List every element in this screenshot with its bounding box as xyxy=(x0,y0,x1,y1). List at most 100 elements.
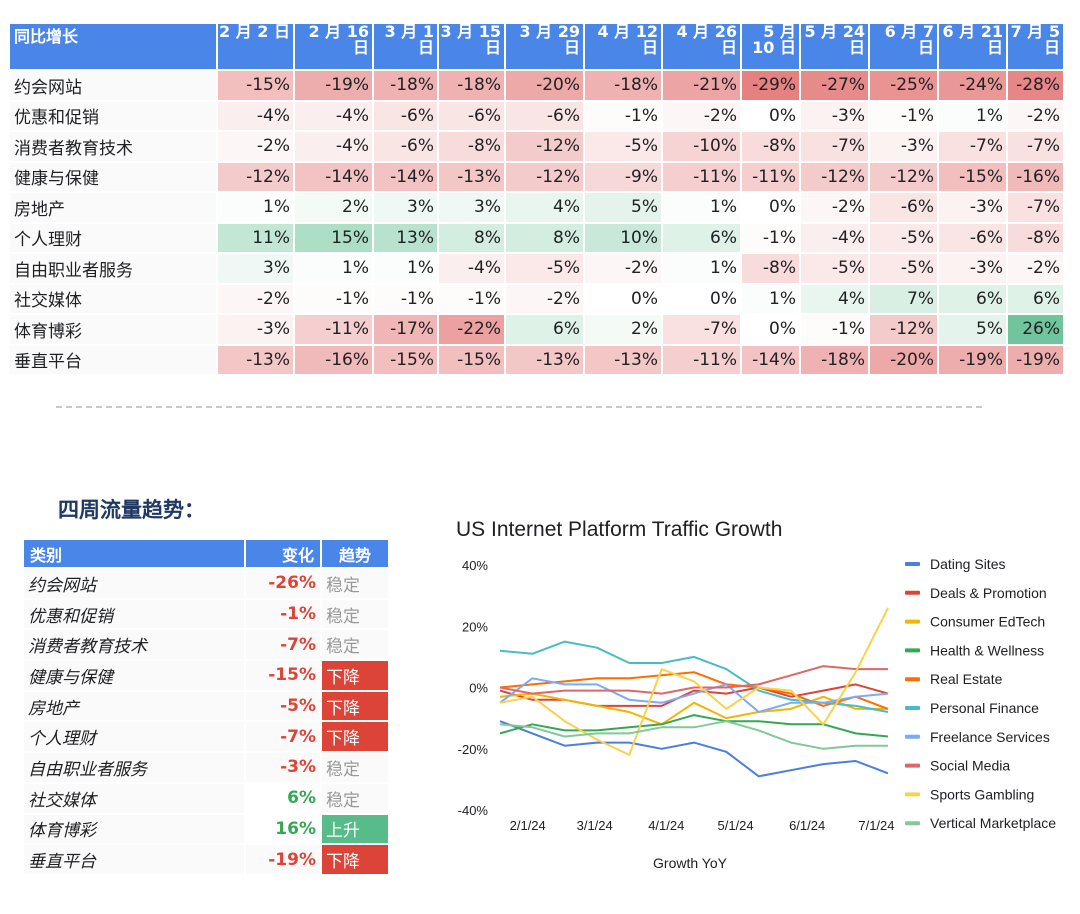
growth-cell: -5% xyxy=(506,254,583,283)
table-row: 约会网站 -15% -19% -18% -18% -20% -18% -21% -29% -27%… xyxy=(10,71,1063,100)
date-header: 2 月 16 日 xyxy=(295,24,372,69)
growth-cell: -2% xyxy=(585,254,661,283)
trend-header-trend: 趋势 xyxy=(322,540,388,567)
trend-change: 6% xyxy=(246,783,320,813)
series-line-sports-gambling xyxy=(499,607,889,756)
growth-cell: 1% xyxy=(295,254,372,283)
y-tick-label: 20% xyxy=(462,619,488,634)
growth-cell: 5% xyxy=(939,315,1006,344)
x-tick-label: 6/1/24 xyxy=(789,818,825,833)
series-line-health-wellness xyxy=(499,714,889,738)
series-line-dating-sites xyxy=(499,720,889,778)
yoy-corner-header: 同比增长 xyxy=(10,24,216,69)
trend-change: -5% xyxy=(246,691,320,721)
growth-cell: -11% xyxy=(663,345,740,374)
growth-cell: 1% xyxy=(663,193,740,222)
legend-swatch xyxy=(905,706,920,710)
growth-cell: 0% xyxy=(585,284,661,313)
x-tick-label: 5/1/24 xyxy=(717,818,753,833)
growth-cell: 11% xyxy=(218,223,293,252)
trend-header-category: 类别 xyxy=(24,540,244,567)
trend-row: 社交媒体 6% 稳定 xyxy=(24,783,388,813)
growth-cell: -12% xyxy=(870,315,937,344)
trend-row: 优惠和促销 -1% 稳定 xyxy=(24,599,388,629)
growth-cell: -3% xyxy=(801,101,868,130)
row-category: 消费者教育技术 xyxy=(10,132,216,161)
growth-cell: -7% xyxy=(1008,193,1063,222)
trend-status-badge: 下降 xyxy=(322,691,388,721)
growth-cell: 8% xyxy=(506,223,583,252)
trend-status-badge: 稳定 xyxy=(322,630,388,660)
trend-category: 社交媒体 xyxy=(24,783,244,813)
row-category: 优惠和促销 xyxy=(10,101,216,130)
growth-cell: -5% xyxy=(870,223,937,252)
table-row: 社交媒体 -2% -1% -1% -1% -2% 0% 0% 1% 4% 7% 6% 6% xyxy=(10,284,1063,313)
table-row: 体育博彩 -3% -11% -17% -22% 6% 2% -7% 0% -1% -12% 5% 26% xyxy=(10,315,1063,344)
date-header: 4 月 26 日 xyxy=(663,24,740,69)
trend-change: -15% xyxy=(246,661,320,690)
y-tick-label: 0% xyxy=(469,681,488,696)
legend-label: Vertical Marketplace xyxy=(930,815,1056,831)
table-row: 房地产 1% 2% 3% 3% 4% 5% 1% 0% -2% -6% -3% -7% xyxy=(10,193,1063,222)
growth-cell: -7% xyxy=(1008,132,1063,161)
growth-cell: -2% xyxy=(1008,254,1063,283)
growth-cell: -3% xyxy=(939,254,1006,283)
series-line-freelance-services xyxy=(499,677,889,713)
growth-cell: 2% xyxy=(295,193,372,222)
growth-cell: -7% xyxy=(801,132,868,161)
growth-cell: -12% xyxy=(218,162,293,191)
growth-cell: 6% xyxy=(939,284,1006,313)
growth-cell: 0% xyxy=(663,284,740,313)
date-header: 5 月 10 日 xyxy=(742,24,799,69)
growth-cell: -8% xyxy=(1008,223,1063,252)
date-header: 3 月 1 日 xyxy=(374,24,437,69)
growth-cell: -1% xyxy=(295,284,372,313)
growth-cell: -3% xyxy=(870,132,937,161)
growth-cell: -2% xyxy=(218,284,293,313)
growth-cell: -1% xyxy=(374,284,437,313)
trend-status-badge: 上升 xyxy=(322,814,388,844)
growth-cell: -19% xyxy=(295,71,372,100)
growth-cell: -16% xyxy=(295,345,372,374)
growth-cell: -28% xyxy=(1008,71,1063,100)
legend-label: Consumer EdTech xyxy=(930,614,1045,630)
legend-swatch xyxy=(905,677,920,682)
growth-cell: -5% xyxy=(870,254,937,283)
trend-row: 垂直平台 -19% 下降 xyxy=(24,845,388,874)
growth-cell: -8% xyxy=(742,254,799,283)
x-tick-label: 7/1/24 xyxy=(858,818,894,833)
growth-cell: -4% xyxy=(801,223,868,252)
growth-cell: -2% xyxy=(1008,101,1063,130)
chart-title: US Internet Platform Traffic Growth xyxy=(456,518,782,541)
x-tick-label: 3/1/24 xyxy=(577,818,613,833)
growth-cell: -14% xyxy=(742,345,799,374)
legend-label: Real Estate xyxy=(930,671,1003,687)
growth-cell: -6% xyxy=(870,193,937,222)
growth-cell: -24% xyxy=(939,71,1006,100)
y-tick-label: -40% xyxy=(458,803,489,818)
growth-cell: 3% xyxy=(218,254,293,283)
trend-section-title: 四周流量趋势： xyxy=(58,498,205,522)
x-tick-label: 4/1/24 xyxy=(648,818,684,833)
growth-cell: -18% xyxy=(374,71,437,100)
growth-cell: -8% xyxy=(742,132,799,161)
growth-cell: -18% xyxy=(801,345,868,374)
trend-row: 体育博彩 16% 上升 xyxy=(24,814,388,844)
growth-cell: -4% xyxy=(295,132,372,161)
growth-cell: -4% xyxy=(295,101,372,130)
growth-cell: 1% xyxy=(663,254,740,283)
growth-cell: -27% xyxy=(801,71,868,100)
y-tick-label: 40% xyxy=(462,558,488,573)
row-category: 房地产 xyxy=(10,193,216,222)
row-category: 健康与保健 xyxy=(10,162,216,191)
date-header: 7 月 5 日 xyxy=(1008,24,1063,69)
growth-cell: 6% xyxy=(1008,284,1063,313)
legend-label: Dating Sites xyxy=(930,556,1005,572)
growth-cell: -15% xyxy=(439,345,504,374)
trend-row: 个人理财 -7% 下降 xyxy=(24,722,388,752)
growth-cell: -14% xyxy=(374,162,437,191)
growth-cell: -1% xyxy=(801,315,868,344)
legend-label: Social Media xyxy=(930,758,1010,774)
x-tick-label: 2/1/24 xyxy=(510,818,546,833)
trend-row: 自由职业者服务 -3% 稳定 xyxy=(24,753,388,782)
